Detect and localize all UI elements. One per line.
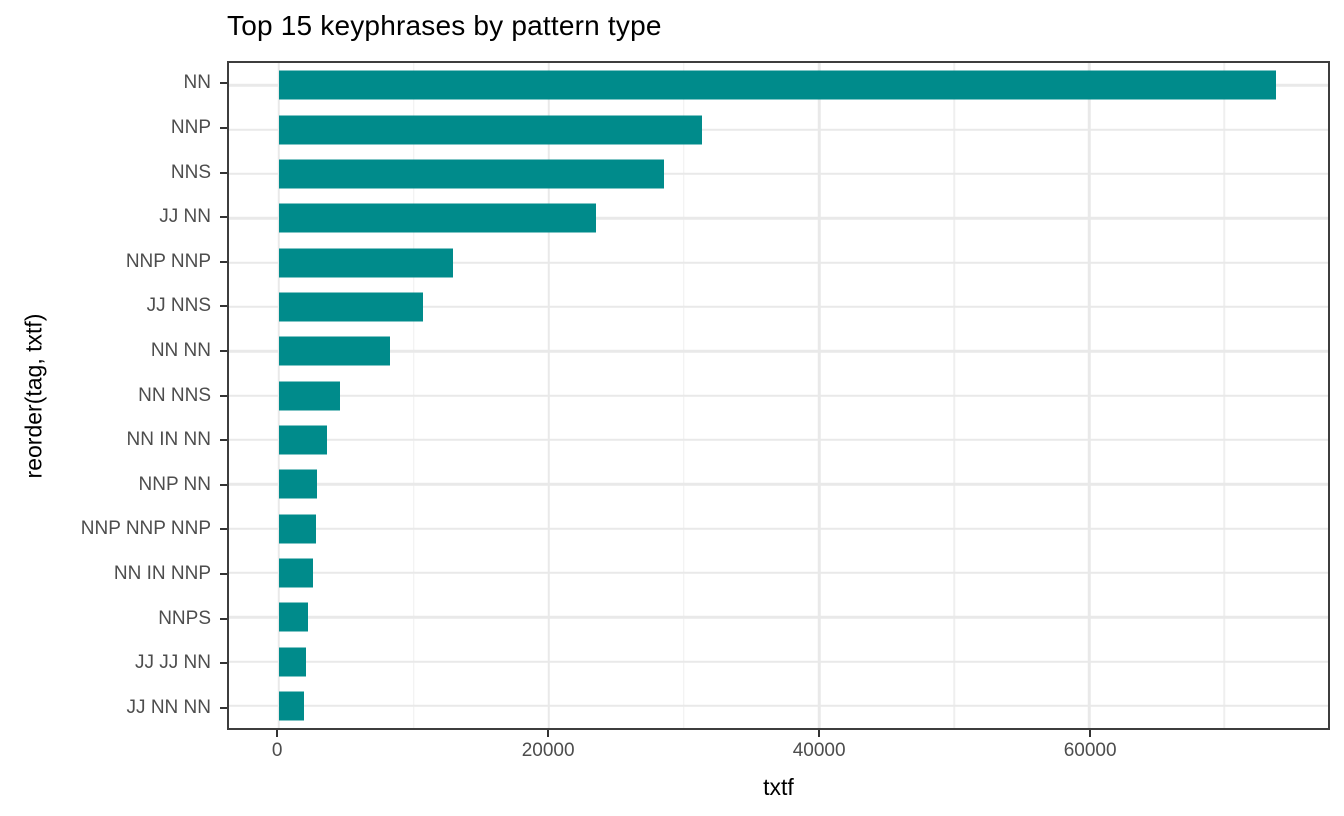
y-tick-label: JJ NNS bbox=[146, 295, 211, 317]
y-tick bbox=[220, 483, 227, 486]
row-gridline bbox=[229, 128, 1328, 131]
bar-jj-nn bbox=[278, 203, 597, 233]
x-tick-label: 20000 bbox=[521, 740, 575, 761]
y-tick bbox=[220, 706, 227, 709]
row-gridline bbox=[229, 482, 1328, 486]
y-axis-labels: NN NNP NNS JJ NN NNP NNP JJ NNS NN NN NN NNS NN … bbox=[0, 61, 211, 730]
x-tick-label: 60000 bbox=[1063, 740, 1117, 761]
bar-jj-jj-nn bbox=[278, 647, 307, 676]
bar-nnp-nnp-nnp bbox=[278, 514, 317, 543]
y-tick-label: NNP bbox=[170, 116, 211, 138]
row-gridline bbox=[229, 261, 1328, 264]
y-tick-label: NN NNS bbox=[138, 384, 211, 406]
y-tick bbox=[220, 126, 227, 129]
y-tick bbox=[220, 439, 227, 442]
y-tick bbox=[220, 528, 227, 531]
y-tick bbox=[220, 349, 227, 352]
x-axis-title: txtf bbox=[763, 774, 794, 800]
bar-nnp-nnp bbox=[278, 248, 454, 277]
x-tick bbox=[818, 730, 821, 737]
y-tick-label: NN IN NN bbox=[126, 429, 211, 451]
bar-nn-in-nn bbox=[278, 425, 327, 455]
x-tick bbox=[276, 730, 279, 737]
y-tick-label: JJ JJ NN bbox=[135, 652, 211, 674]
row-gridline bbox=[229, 704, 1328, 708]
y-tick-label: NNP NN bbox=[138, 473, 212, 495]
row-gridline bbox=[229, 394, 1328, 397]
bar-jj-nns bbox=[278, 292, 423, 322]
bar-nns bbox=[278, 159, 664, 189]
x-axis-labels: 0 20000 40000 60000 bbox=[227, 740, 1330, 764]
bar-nn-nns bbox=[278, 381, 340, 410]
row-gridline bbox=[229, 571, 1328, 575]
plot-panel bbox=[227, 61, 1330, 730]
x-tick bbox=[547, 730, 550, 737]
y-tick bbox=[220, 662, 227, 665]
bar-nnp-nn bbox=[278, 469, 317, 499]
row-gridline bbox=[229, 305, 1328, 309]
bar-nn-nn bbox=[278, 336, 390, 366]
y-tick-label: NNS bbox=[170, 161, 211, 183]
x-axis-ticks bbox=[227, 730, 1330, 737]
chart-title: Top 15 keyphrases by pattern type bbox=[227, 10, 662, 41]
row-gridline bbox=[229, 216, 1328, 220]
x-tick-label: 0 bbox=[271, 740, 283, 761]
bar-nn bbox=[278, 70, 1277, 100]
row-gridline bbox=[229, 172, 1328, 176]
y-tick-label: NNP NNP NNP bbox=[80, 518, 211, 540]
row-gridline bbox=[229, 615, 1328, 619]
row-gridline bbox=[229, 660, 1328, 663]
y-axis-ticks bbox=[220, 61, 227, 730]
y-tick-label: NN IN NNP bbox=[113, 562, 211, 584]
y-tick-label: JJ NN bbox=[159, 206, 211, 228]
y-tick bbox=[220, 572, 227, 575]
x-tick-label: 40000 bbox=[792, 740, 846, 761]
y-tick-label: NNPS bbox=[158, 607, 211, 629]
y-tick bbox=[220, 305, 227, 308]
row-gridline bbox=[229, 438, 1328, 442]
bar-nnp bbox=[278, 115, 703, 144]
y-tick bbox=[220, 171, 227, 174]
y-tick-label: NNP NNP bbox=[125, 250, 211, 272]
bar-nnps bbox=[278, 602, 308, 632]
x-tick bbox=[1089, 730, 1092, 737]
y-tick-label: JJ NN NN bbox=[126, 696, 211, 718]
y-tick bbox=[220, 617, 227, 620]
y-tick-label: NN bbox=[183, 72, 211, 94]
y-tick bbox=[220, 394, 227, 397]
row-gridline bbox=[229, 349, 1328, 353]
y-tick bbox=[220, 260, 227, 263]
row-gridline bbox=[229, 527, 1328, 530]
bar-jj-nn-nn bbox=[278, 691, 305, 721]
y-tick bbox=[220, 216, 227, 219]
y-tick-label: NN NN bbox=[150, 339, 211, 361]
y-tick bbox=[220, 82, 227, 85]
bar-nn-in-nnp bbox=[278, 558, 313, 588]
